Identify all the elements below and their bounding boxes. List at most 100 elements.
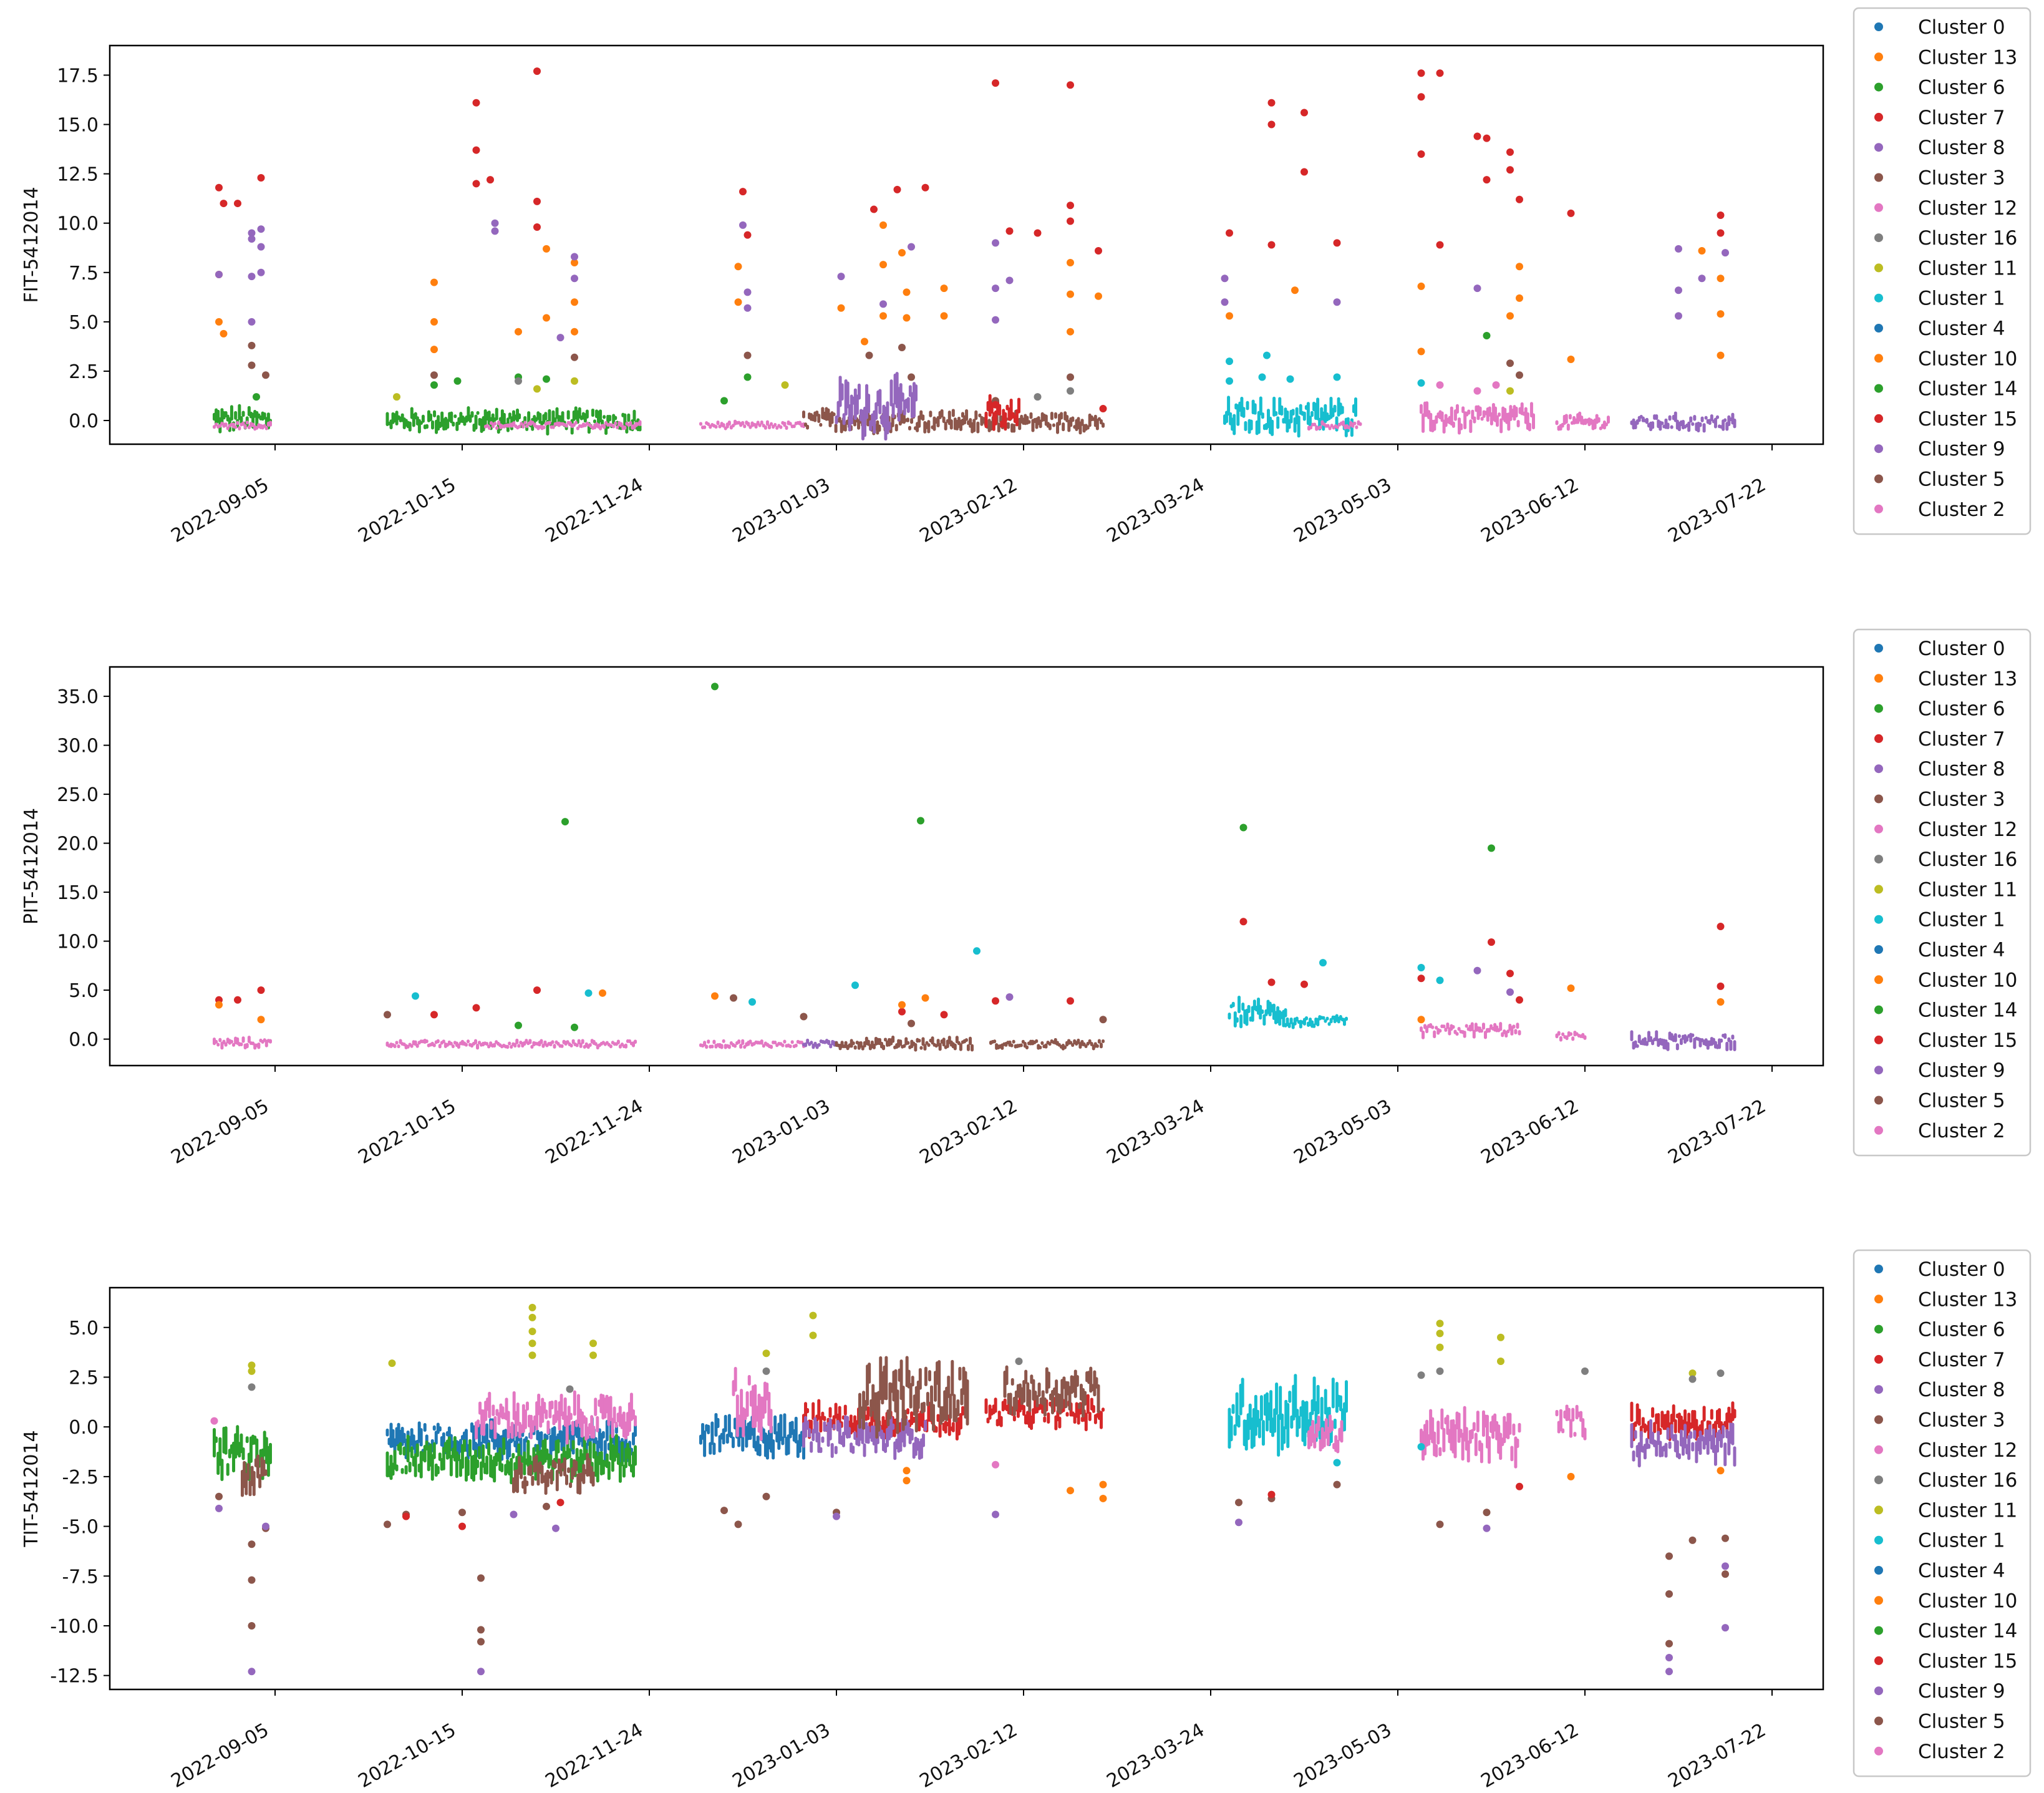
legend-label: Cluster 5 <box>1918 469 2005 491</box>
data-point <box>1417 1016 1425 1024</box>
band-mark <box>851 1041 855 1046</box>
band-mark <box>1237 1415 1241 1428</box>
x-tick-label: 2022-10-15 <box>355 474 460 547</box>
band-mark <box>927 1043 931 1047</box>
band-mark <box>978 413 982 417</box>
band-mark <box>1024 1369 1028 1384</box>
band-mark <box>988 1404 992 1420</box>
data-point <box>1717 923 1725 931</box>
band-mark <box>1088 1412 1092 1421</box>
legend-marker <box>1874 1125 1883 1135</box>
band-mark <box>575 1043 579 1047</box>
data-point <box>1005 276 1014 284</box>
data-point <box>589 1339 597 1348</box>
band-mark <box>431 420 435 430</box>
band-mark <box>457 1454 460 1461</box>
data-point <box>533 197 541 205</box>
band-mark <box>436 1422 440 1434</box>
band-mark <box>882 1044 886 1051</box>
data-point <box>1417 1371 1425 1379</box>
band-mark <box>1012 424 1016 433</box>
band-mark <box>614 415 618 420</box>
legend-label: Cluster 8 <box>1918 758 2005 780</box>
band-mark <box>1725 1041 1729 1052</box>
data-point <box>992 1510 999 1518</box>
data-point <box>730 994 737 1002</box>
legend-marker <box>1874 112 1883 122</box>
y-tick-label: 0.0 <box>69 1029 99 1051</box>
band-mark <box>1458 417 1461 435</box>
band-mark <box>508 1041 511 1046</box>
band-mark <box>616 1452 620 1465</box>
band-mark <box>408 1461 412 1473</box>
band-mark <box>245 1042 249 1049</box>
data-point <box>1516 263 1523 271</box>
band-mark <box>571 1039 575 1044</box>
band-mark <box>884 1356 888 1401</box>
band-mark <box>956 1399 960 1417</box>
data-point <box>1417 69 1425 77</box>
band-mark <box>928 1370 931 1382</box>
band-mark <box>517 1044 521 1048</box>
band-mark <box>1455 1032 1459 1036</box>
band-mark <box>1039 419 1042 429</box>
band-mark <box>1571 1036 1575 1041</box>
band-mark <box>1573 1432 1577 1437</box>
band-mark <box>1635 1044 1639 1048</box>
data-point <box>762 1492 770 1500</box>
band-mark <box>1317 1416 1320 1432</box>
band-mark <box>516 1402 520 1426</box>
band-mark <box>241 411 245 417</box>
band-mark <box>594 1397 598 1416</box>
data-point <box>1417 974 1425 983</box>
band-mark <box>785 425 788 430</box>
band-mark <box>1442 1427 1446 1452</box>
band-mark <box>1095 419 1099 430</box>
band-mark <box>487 1442 491 1456</box>
band-mark <box>1651 421 1655 429</box>
band-mark <box>1028 1389 1032 1412</box>
data-point <box>879 300 887 308</box>
band-mark <box>1227 396 1231 416</box>
data-point <box>1488 844 1495 852</box>
band-mark <box>1043 1416 1047 1423</box>
band-mark <box>794 1416 798 1444</box>
y-tick-label: 2.5 <box>69 361 99 383</box>
band-mark <box>629 420 632 425</box>
y-tick-label: 2.5 <box>69 1367 99 1389</box>
band-mark <box>627 1447 631 1467</box>
band-mark <box>790 1040 794 1044</box>
x-tick-label: 2023-01-03 <box>729 1096 834 1169</box>
band-mark <box>868 1363 871 1384</box>
data-point <box>1333 239 1341 247</box>
band-mark <box>474 1039 478 1045</box>
band-mark <box>906 397 910 413</box>
band-mark <box>1567 1407 1571 1421</box>
band-mark <box>523 1409 527 1429</box>
band-mark <box>1660 421 1664 425</box>
data-point <box>921 183 929 192</box>
data-point <box>1067 997 1074 1005</box>
band-mark <box>727 420 731 426</box>
band-mark <box>993 1039 997 1044</box>
band-mark <box>1231 1404 1235 1414</box>
data-point <box>1099 1016 1107 1024</box>
data-point <box>1675 312 1682 320</box>
data-point <box>215 1492 223 1500</box>
x-tick-label: 2022-10-15 <box>355 1096 460 1169</box>
band-mark <box>1689 1431 1693 1439</box>
band-mark <box>215 1039 218 1044</box>
band-mark <box>510 1421 514 1439</box>
band-mark <box>984 1398 988 1414</box>
band-mark <box>714 425 718 429</box>
band-mark <box>226 1463 230 1476</box>
band-mark <box>867 394 871 414</box>
legend-marker <box>1874 794 1883 804</box>
data-point <box>1436 241 1444 249</box>
data-point <box>1099 405 1107 413</box>
data-point <box>1688 1369 1697 1378</box>
band-mark <box>1084 1412 1088 1432</box>
data-point <box>1497 1333 1504 1341</box>
band-mark <box>466 1459 470 1476</box>
legend-marker <box>1874 975 1883 984</box>
